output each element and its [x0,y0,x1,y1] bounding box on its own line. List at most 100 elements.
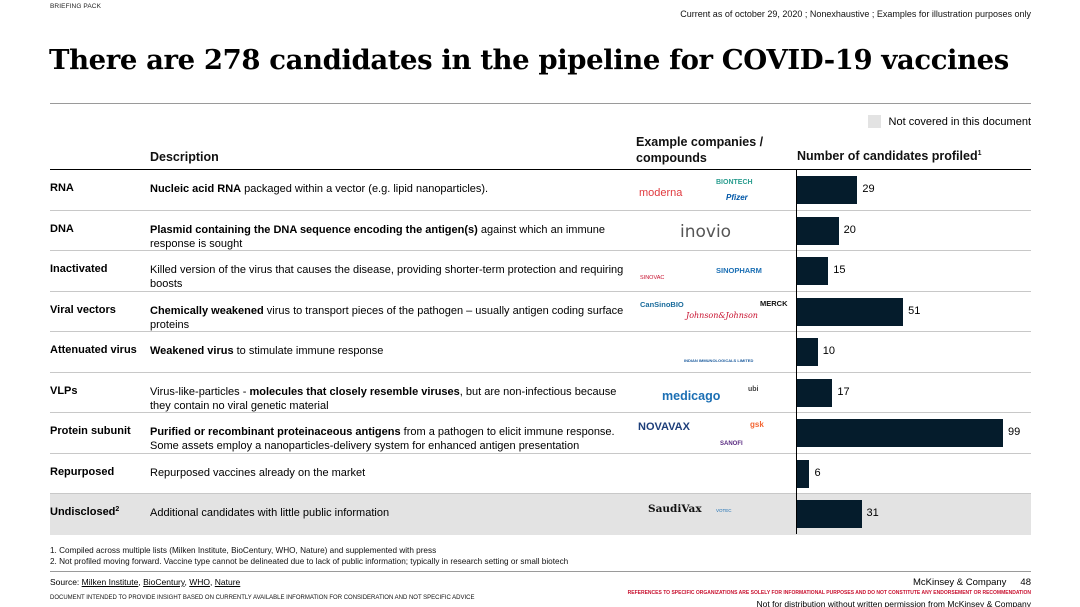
briefing-pack-tag: BRIEFING PACK [50,3,102,10]
description-text: Virus-like-particles - [150,385,250,398]
bar-zone: 15 [797,251,1031,291]
column-header-description: Description [150,150,219,164]
chart-bar [797,297,904,326]
row-label-footnote: 2 [115,506,120,513]
currency-note: Current as of october 29, 2020 ; Nonexha… [680,9,1031,19]
vaccine-type-table: RNA Nucleic acid RNA packaged within a ve… [50,170,1031,535]
table-row: Viral vectors Chemically weakened virus t… [50,292,1031,332]
company-logo: NOVAVAX [638,421,690,433]
footnote-1: 1. Compiled across multiple lists (Milke… [50,546,437,555]
company-logos [636,458,796,490]
description-text: against which an immune response is soug… [150,223,605,250]
table-row: Attenuated virus Weakened virus to stimul… [50,332,1031,373]
title-divider [50,103,1031,104]
column-header-chart: Number of candidates profiled1 [797,149,982,163]
bar-zone: 6 [797,454,1031,494]
bar-zone: 20 [797,211,1031,251]
page-title: There are 278 candidates in the pipeline… [49,44,1009,76]
bar-value-label: 31 [866,507,879,519]
bar-value-label: 99 [1008,426,1021,438]
row-label: Inactivated [50,263,108,275]
table-row: Repurposed Repurposed vaccines already on… [50,454,1031,494]
company-logos: SINOVAC SINOPHARM [636,255,796,287]
company-logo: Pfizer [726,193,748,202]
source-link[interactable]: Nature [214,577,241,587]
chart-bar [797,378,833,407]
description-text: Repurposed vaccines already on the marke… [150,466,366,479]
footnote-2: 2. Not profiled moving forward. Vaccine … [50,557,569,566]
footer-divider [50,571,1031,572]
description-text: , but are non-infectious because they co… [150,385,617,412]
source-separator: , [184,577,190,587]
description-emphasis: Chemically weakened [150,304,264,317]
bar-zone: 29 [797,170,1031,210]
chart-title-footnote: 1 [977,150,982,157]
row-label: RNA [50,182,74,194]
chart-axis-line [796,170,797,534]
description-text: packaged within a vector (e.g. lipid nan… [241,183,489,195]
source-link[interactable]: BioCentury [143,577,185,587]
chart-bar [797,257,829,285]
row-description: Additional candidates with little public… [150,506,630,520]
company-logo: medicago [662,388,721,403]
company-logo: BIONTECH [716,179,753,186]
row-description: Virus-like-particles - molecules that cl… [150,385,630,413]
legend-swatch [867,115,881,128]
legend: Not covered in this document [867,115,1031,128]
company-logos: inovio [636,215,796,247]
disclaimer: REFERENCES TO SPECIFIC ORGANIZATIONS ARE… [627,590,1031,596]
description-text: Additional candidates with little public… [150,507,390,519]
chart-bar [797,419,1003,447]
row-description: Nucleic acid RNA packaged within a vecto… [150,182,630,196]
description-text: to stimulate immune response [233,345,384,357]
legend-label: Not covered in this document [888,115,1031,128]
bar-value-label: 17 [837,385,850,398]
bar-value-label: 20 [843,223,856,236]
company-logos: medicago ubi [636,377,796,409]
company-logos: CanSinoBIO MERCK Johnson&Johnson [636,296,796,328]
company-logo: CanSinoBIO [640,299,684,309]
document-note: DOCUMENT INTENDED TO PROVIDE INSIGHT BAS… [50,595,475,601]
chart-bar [797,500,862,528]
company-logo: SANOFI [720,441,743,447]
page-number: 48 [1020,577,1031,588]
row-label: Repurposed [50,465,115,478]
company-logo: gsk [750,420,764,429]
firm-name: McKinsey & Company [912,577,1007,588]
bar-zone: 31 [797,494,1031,535]
company-logo: ubi [748,385,759,393]
chart-title: Number of candidates profiled [797,149,978,163]
row-description: Plasmid containing the DNA sequence enco… [150,223,630,251]
description-text: Killed version of the virus that causes … [150,264,624,290]
source-separator: , [210,577,215,587]
row-label: Undisclosed2 [50,506,120,518]
distribution-note: Not for distribution without written per… [756,599,1031,607]
source-link[interactable]: WHO [189,577,211,587]
firm-and-page: McKinsey & Company 48 [913,577,1031,588]
description-emphasis: Nucleic acid RNA [150,183,242,195]
row-description: Killed version of the virus that causes … [150,263,630,291]
row-label: DNA [50,222,74,235]
description-text: from a pathogen to elicit immune respons… [150,426,615,452]
company-logo: INDIAN IMMUNOLOGICALS LIMITED [684,358,754,363]
row-label: VLPs [50,384,78,397]
description-text: virus to transport pieces of the pathoge… [150,304,624,331]
bar-value-label: 15 [833,264,846,276]
bar-zone: 10 [797,332,1031,372]
source-line: Source: Milken Institute, BioCentury, WH… [50,577,240,587]
row-label: Attenuated virus [50,344,137,356]
company-logos: SaudiVax VOTEC [636,498,796,530]
source-separator: , [138,577,144,587]
chart-bar [797,176,858,204]
description-emphasis: Plasmid containing the DNA sequence enco… [150,223,478,236]
bar-value-label: 10 [822,345,836,357]
row-description: Weakened virus to stimulate immune respo… [150,344,630,358]
row-description: Purified or recombinant proteinaceous an… [150,425,630,453]
company-logo: inovio [680,221,732,242]
bar-zone: 51 [797,292,1031,332]
bar-value-label: 6 [814,466,821,479]
source-link[interactable]: Milken Institute [81,577,139,587]
company-logos: INDIAN IMMUNOLOGICALS LIMITED [636,336,796,368]
row-description: Repurposed vaccines already on the marke… [150,466,630,480]
company-logo: Johnson&Johnson [686,310,758,320]
